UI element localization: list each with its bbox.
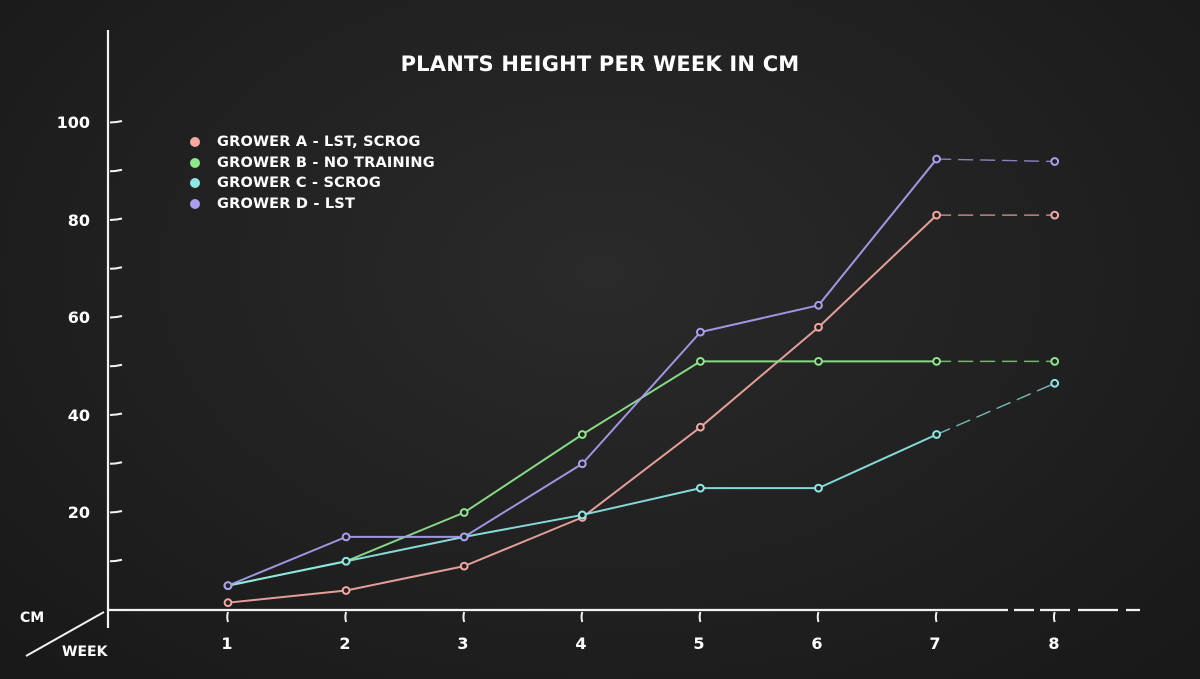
legend-dot-icon xyxy=(190,198,200,209)
series-line-segment xyxy=(463,433,584,514)
data-point-marker xyxy=(932,210,941,220)
legend-dot-icon xyxy=(190,137,200,148)
data-point-marker xyxy=(459,508,469,517)
x-tick-mark xyxy=(698,611,702,623)
chart-title: PLANTS HEIGHT PER WEEK IN CM xyxy=(400,52,800,76)
data-point-marker xyxy=(932,430,941,439)
x-tick-mark xyxy=(934,611,938,623)
data-point-marker xyxy=(1050,210,1060,220)
legend-item-grower-b: GROWER B - NO TRAINING xyxy=(190,153,435,174)
y-tick-label-80: 80 xyxy=(67,211,90,230)
data-point-marker xyxy=(223,598,233,608)
x-tick-label-3: 3 xyxy=(457,634,469,653)
data-point-marker xyxy=(341,532,351,542)
series-line-segment xyxy=(581,487,702,516)
legend-item-grower-c: GROWER C - SCROG xyxy=(190,173,435,194)
legend-label: GROWER C - SCROG xyxy=(217,175,381,192)
y-tick-label-60: 60 xyxy=(67,308,90,327)
series-line-segment xyxy=(817,214,938,329)
series-line-segment xyxy=(345,535,466,563)
series-line-segment xyxy=(935,158,1056,163)
x-tick-label-7: 7 xyxy=(929,634,941,653)
y-tick-mark xyxy=(109,315,123,319)
series-line-segment xyxy=(463,462,584,538)
data-point-marker xyxy=(1050,157,1060,166)
y-tick-mark xyxy=(109,120,123,124)
legend-item-grower-a: GROWER A - LST, SCROG xyxy=(190,132,435,153)
series-line-segment xyxy=(935,382,1056,436)
y-tick-label-40: 40 xyxy=(67,406,90,425)
legend-item-grower-d: GROWER D - LST xyxy=(190,194,435,215)
y-tick-mark xyxy=(109,461,123,465)
data-point-marker xyxy=(577,459,587,469)
legend-label: GROWER D - LST xyxy=(217,195,356,212)
data-point-marker xyxy=(696,422,705,432)
data-point-marker xyxy=(814,483,823,493)
data-point-marker xyxy=(696,483,705,493)
x-tick-mark xyxy=(1052,611,1056,623)
series-line-segment xyxy=(227,535,348,587)
y-tick-mark xyxy=(109,412,123,416)
legend-label: GROWER A - LST, SCROG xyxy=(217,134,421,151)
x-tick-label-2: 2 xyxy=(339,634,351,653)
series-line-segment xyxy=(699,304,820,334)
y-tick-mark xyxy=(109,217,123,221)
x-tick-mark xyxy=(816,611,820,623)
data-point-marker xyxy=(932,154,941,164)
data-point-marker xyxy=(814,300,823,310)
data-point-marker xyxy=(577,430,587,439)
data-point-marker xyxy=(577,510,587,520)
data-point-marker xyxy=(696,327,705,337)
x-tick-label-1: 1 xyxy=(221,634,233,653)
series-line-segment xyxy=(817,433,938,490)
series-line-segment xyxy=(581,331,702,465)
data-point-marker xyxy=(1050,378,1060,388)
y-tick-mark xyxy=(109,510,123,514)
y-axis-unit-label: CM xyxy=(20,610,45,626)
axis-diagonal-line xyxy=(25,611,105,657)
series-line-segment xyxy=(345,565,466,592)
x-tick-label-6: 6 xyxy=(811,634,823,653)
series-line-segment xyxy=(581,426,702,519)
x-tick-mark xyxy=(344,611,348,623)
series-line-segment xyxy=(227,560,348,587)
legend: GROWER A - LST, SCROG GROWER B - NO TRAI… xyxy=(190,132,435,214)
data-point-marker xyxy=(1050,356,1060,366)
y-tick-mark xyxy=(109,558,123,563)
data-point-marker xyxy=(459,532,469,542)
y-tick-label-20: 20 xyxy=(67,503,90,522)
x-tick-label-4: 4 xyxy=(575,634,587,653)
legend-dot-icon xyxy=(190,178,200,189)
x-tick-label-5: 5 xyxy=(693,634,705,653)
series-line-segment xyxy=(463,516,584,568)
data-point-marker xyxy=(814,322,823,332)
legend-dot-icon xyxy=(190,157,200,168)
x-tick-mark xyxy=(462,611,466,623)
series-line-segment xyxy=(699,326,820,429)
data-point-marker xyxy=(814,356,823,366)
data-point-marker xyxy=(341,556,351,566)
y-tick-mark xyxy=(109,363,123,368)
x-tick-mark xyxy=(226,611,229,623)
x-tick-label-8: 8 xyxy=(1048,634,1060,653)
y-tick-mark xyxy=(109,266,123,270)
data-point-marker xyxy=(459,561,469,571)
series-line-segment xyxy=(463,513,584,538)
data-point-marker xyxy=(341,586,351,595)
data-point-marker xyxy=(223,581,233,591)
y-tick-mark xyxy=(109,168,123,173)
x-tick-mark xyxy=(580,611,584,623)
series-line-segment xyxy=(817,158,938,307)
data-point-marker xyxy=(696,356,705,366)
series-line-segment xyxy=(227,589,348,604)
data-point-marker xyxy=(932,356,941,366)
x-axis-unit-label: WEEK xyxy=(62,644,108,660)
y-tick-label-100: 100 xyxy=(56,113,90,132)
legend-label: GROWER B - NO TRAINING xyxy=(217,154,435,171)
